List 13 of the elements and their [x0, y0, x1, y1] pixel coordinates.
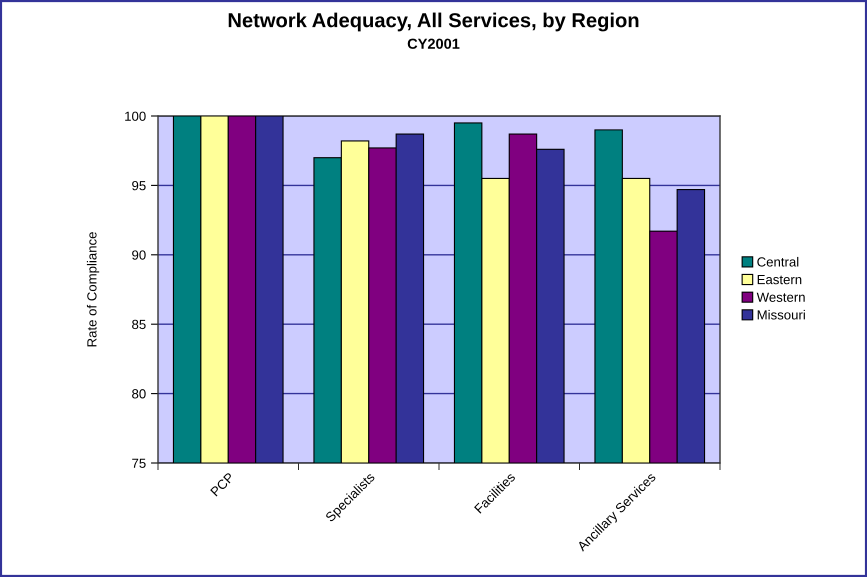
y-tick-label: 90 — [132, 250, 146, 260]
y-tick-label: 95 — [132, 180, 146, 190]
chart-title: Network Adequacy, All Services, by Region — [228, 12, 638, 32]
legend-label: Missouri — [758, 310, 805, 320]
y-tick-label: 75 — [132, 458, 146, 468]
y-axis-title: Rate of Compliance — [86, 232, 100, 346]
y-tick-label: 100 — [125, 112, 146, 121]
legend-label: Central — [757, 256, 798, 267]
y-tick-label: 80 — [132, 389, 146, 399]
legend-label: Western — [756, 292, 805, 302]
y-tick-label: 85 — [132, 320, 146, 330]
chart-subtitle: CY2001 — [408, 38, 460, 49]
legend-label: Eastern — [758, 275, 802, 284]
